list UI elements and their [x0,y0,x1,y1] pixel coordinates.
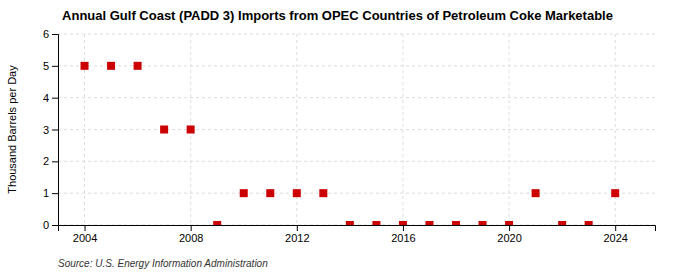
axis-line [52,35,59,226]
point [558,221,566,225]
point [585,221,593,225]
tick-mark [52,193,58,194]
tick-mark [52,225,58,226]
y-axis-title: Thousand Barrels per Day [6,65,18,194]
tick-mark [52,98,58,99]
grid-line [58,65,655,66]
axis-line [59,226,656,232]
point [266,189,274,197]
tick: 2016 [391,225,415,244]
title: Annual Gulf Coast (PADD 3) Imports from … [62,8,613,23]
tick-label: 0 [43,219,49,231]
tick-label: 2024 [603,232,627,244]
tick-label: 3 [43,124,49,136]
tick: 2 [43,155,58,167]
point [346,221,354,225]
marks [81,62,620,225]
tick-mark [52,34,58,35]
chart: 2004 2008 2012 2016 2020 2024 0 1 2 3 4 5 6 Annual Gu… [0,0,675,275]
point [399,221,407,225]
point [611,189,619,197]
tick: 2004 [73,225,97,244]
tick-label: 5 [43,60,49,72]
tick: 2024 [603,225,627,244]
tick-mark [52,130,58,131]
point [160,126,168,134]
tick-label: 1 [43,187,49,199]
tick-mark [85,225,86,231]
tick: 1 [43,187,58,199]
grid-line [58,161,655,162]
tick: 0 [43,219,58,231]
grid-line [509,34,510,225]
tick-label: 2004 [73,232,97,244]
tick-mark [403,225,404,231]
tick-label: 2012 [285,232,309,244]
grid-line [58,129,655,130]
grid-line [58,97,655,98]
tick-label: 6 [43,28,49,40]
point [372,221,380,225]
tick-mark [509,225,510,231]
grid-line [58,34,655,35]
point [505,221,513,225]
tick-mark [191,225,192,231]
y-axis: 0 1 2 3 4 5 6 [43,28,59,231]
point [134,62,142,70]
point [293,189,301,197]
grid-line [58,193,655,194]
tick-label: 2008 [179,232,203,244]
tick: 2008 [179,225,203,244]
tick-label: 2016 [391,232,415,244]
tick-mark [52,161,58,162]
point [240,189,248,197]
point [479,221,487,225]
tick-label: 2020 [497,232,521,244]
tick-mark [297,225,298,231]
point [107,62,115,70]
point [319,189,327,197]
tick: 2020 [497,225,521,244]
point [187,126,195,134]
point [452,221,460,225]
tick: 4 [43,92,58,104]
tick-mark [52,66,58,67]
tick: 5 [43,60,58,72]
point [532,189,540,197]
tick: 3 [43,124,58,136]
tick-mark [615,225,616,231]
point [213,221,221,225]
source-note: Source: U.S. Energy Information Administ… [58,258,268,269]
tick-label: 4 [43,92,49,104]
point [81,62,89,70]
plot: 2004 2008 2012 2016 2020 2024 0 1 2 3 4 5 6 [43,28,656,244]
grid [58,34,655,225]
tick: 6 [43,28,58,40]
tick: 2012 [285,225,309,244]
tick-label: 2 [43,155,49,167]
point [425,221,433,225]
x-axis: 2004 2008 2012 2016 2020 2024 [59,225,656,244]
grid-line [402,34,403,225]
